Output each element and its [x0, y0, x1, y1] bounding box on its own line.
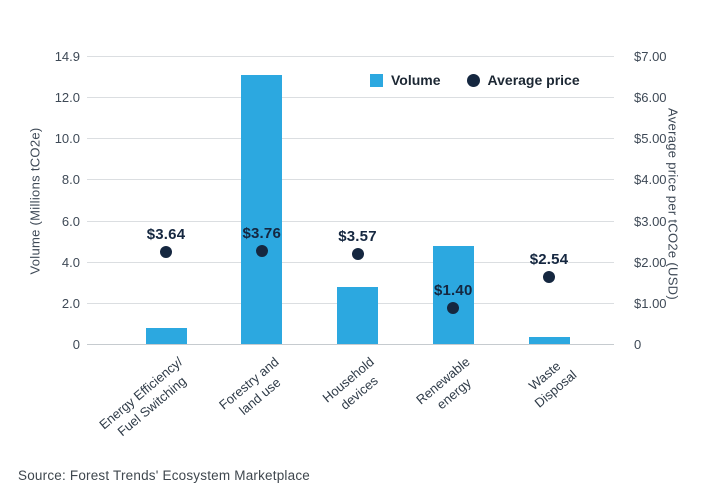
volume-bar: [432, 245, 474, 345]
category-label: Energy Efficiency/Fuel Switching: [96, 354, 197, 447]
volume-bar: [241, 75, 283, 345]
chart-legend: Volume Average price: [370, 72, 580, 88]
average-price-dot: [447, 302, 460, 315]
average-price-dot: [351, 247, 364, 260]
y-left-tick-label: 2.0: [61, 295, 80, 311]
price-data-label: $3.57: [338, 227, 377, 245]
volume-bar: [145, 328, 187, 345]
y-right-tick-label: $1.00: [634, 295, 667, 311]
legend-item: Volume: [370, 72, 441, 88]
average-price-dot: [255, 245, 268, 258]
y-left-tick-label: 6.0: [61, 213, 80, 229]
y-left-tick-label: 8.0: [61, 172, 80, 188]
y-left-tick-label: 4.0: [61, 254, 80, 270]
legend-item: Average price: [466, 72, 580, 88]
y-left-tick-label: 14.9: [54, 49, 80, 64]
price-data-label: $1.40: [433, 282, 473, 300]
y-right-tick-label: $2.00: [634, 254, 667, 270]
volume-bar: [528, 337, 570, 345]
y-right-tick-label: $4.00: [634, 172, 667, 188]
y-left-tick-label: 10.0: [54, 131, 80, 147]
right-axis-title: Average price per tCO2e (USD): [665, 108, 681, 300]
legend-average-price-dot: [466, 73, 480, 87]
average-price-dot: [160, 246, 172, 259]
gridline: [87, 56, 614, 57]
gridline: [87, 97, 614, 99]
y-left-tick-label: 12.0: [54, 90, 80, 106]
source-note: Source: Forest Trends' Ecosystem Marketp…: [18, 468, 310, 483]
y-right-tick-label: $7.00: [634, 49, 667, 64]
gridline: [87, 220, 614, 222]
gridline: [87, 138, 614, 140]
price-data-label: $3.76: [242, 225, 282, 243]
category-label: Waste Disposal: [521, 354, 581, 412]
category-label: Renewable energy: [413, 354, 485, 422]
y-right-tick-label: 0: [634, 337, 642, 352]
legend-label: Volume: [391, 72, 441, 88]
plot-area: $3.64 $3.76 $3.57 $1.40 $2.54: [87, 56, 614, 345]
average-price-dot: [543, 270, 555, 283]
y-left-tick-label: 0: [72, 337, 80, 352]
y-right-tick-label: $5.00: [634, 131, 667, 147]
left-axis-title: Volume (Millions tCO2e): [27, 127, 43, 275]
category-label: Household devices: [320, 354, 389, 420]
price-data-label: $2.54: [529, 250, 569, 268]
gridline: [87, 179, 614, 181]
y-right-tick-label: $6.00: [634, 90, 667, 106]
y-right-tick-label: $3.00: [634, 213, 667, 229]
category-label: Forestry and land use: [216, 354, 294, 427]
price-data-label: $3.64: [146, 226, 186, 244]
x-axis-baseline: [87, 344, 614, 345]
volume-bar: [337, 286, 378, 345]
gridline: [87, 261, 614, 263]
legend-volume-swatch: [370, 73, 383, 87]
legend-label: Average price: [487, 72, 580, 88]
